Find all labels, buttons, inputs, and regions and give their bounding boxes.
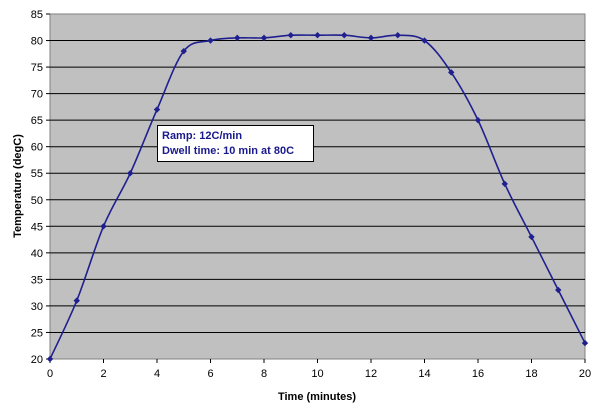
data-point xyxy=(367,34,375,42)
data-points xyxy=(46,32,589,363)
annotation-line-ramp: Ramp: 12C/min xyxy=(162,130,243,142)
y-tick-labels: 20 25 30 35 40 45 50 55 60 65 70 75 80 85 xyxy=(31,9,50,366)
x-tick-label: 16 xyxy=(472,368,484,380)
y-tick-label: 55 xyxy=(31,168,43,180)
data-point xyxy=(127,170,134,177)
data-point xyxy=(555,286,562,294)
y-axis-title: Temperature (degC) xyxy=(12,134,24,238)
x-tick-label: 18 xyxy=(525,368,537,380)
x-tick-labels: 0 2 4 6 8 10 12 14 16 18 20 xyxy=(47,359,591,380)
y-tick-label: 35 xyxy=(31,274,43,286)
grid-lines xyxy=(50,40,585,333)
data-point xyxy=(448,69,455,76)
data-point xyxy=(474,116,482,124)
x-tick-label: 20 xyxy=(579,368,591,380)
y-tick-label: 20 xyxy=(31,354,43,366)
x-tick-label: 0 xyxy=(47,368,53,380)
x-axis-title: Time (minutes) xyxy=(278,391,356,403)
data-point xyxy=(46,355,54,363)
y-tick-label: 80 xyxy=(31,36,43,48)
data-point xyxy=(180,47,187,55)
x-tick-label: 10 xyxy=(311,368,323,380)
y-tick-label: 65 xyxy=(31,115,43,127)
y-tick-label: 70 xyxy=(31,89,43,101)
data-point xyxy=(287,32,294,39)
plot-area xyxy=(49,13,586,360)
y-tick-label: 30 xyxy=(31,301,43,313)
y-tick-label: 85 xyxy=(31,9,43,21)
data-point xyxy=(234,34,241,42)
data-point xyxy=(421,37,428,44)
y-tick-label: 25 xyxy=(31,327,43,339)
y-tick-label: 60 xyxy=(31,142,43,154)
x-tick-label: 2 xyxy=(100,368,106,380)
y-tick-label: 45 xyxy=(31,221,43,233)
data-point xyxy=(207,37,214,44)
y-tick-label: 75 xyxy=(31,62,43,74)
data-point xyxy=(260,34,268,42)
x-tick-label: 14 xyxy=(418,368,430,380)
data-point xyxy=(528,233,535,241)
x-tick-label: 4 xyxy=(154,368,160,380)
x-tick-label: 12 xyxy=(365,368,377,380)
y-tick-label: 50 xyxy=(31,195,43,207)
data-point xyxy=(314,32,321,39)
annotation-line-dwell: Dwell time: 10 min at 80C xyxy=(162,145,295,157)
data-point xyxy=(153,106,161,113)
annotation-box: Ramp: 12C/min Dwell time: 10 min at 80C xyxy=(157,125,314,162)
data-point xyxy=(501,180,508,188)
x-tick-label: 6 xyxy=(207,368,213,380)
data-point xyxy=(100,223,107,230)
data-point xyxy=(394,32,401,39)
data-point xyxy=(581,339,589,347)
data-point xyxy=(73,297,80,304)
data-point xyxy=(341,32,348,39)
y-tick-label: 40 xyxy=(31,248,43,260)
x-tick-label: 8 xyxy=(261,368,267,380)
